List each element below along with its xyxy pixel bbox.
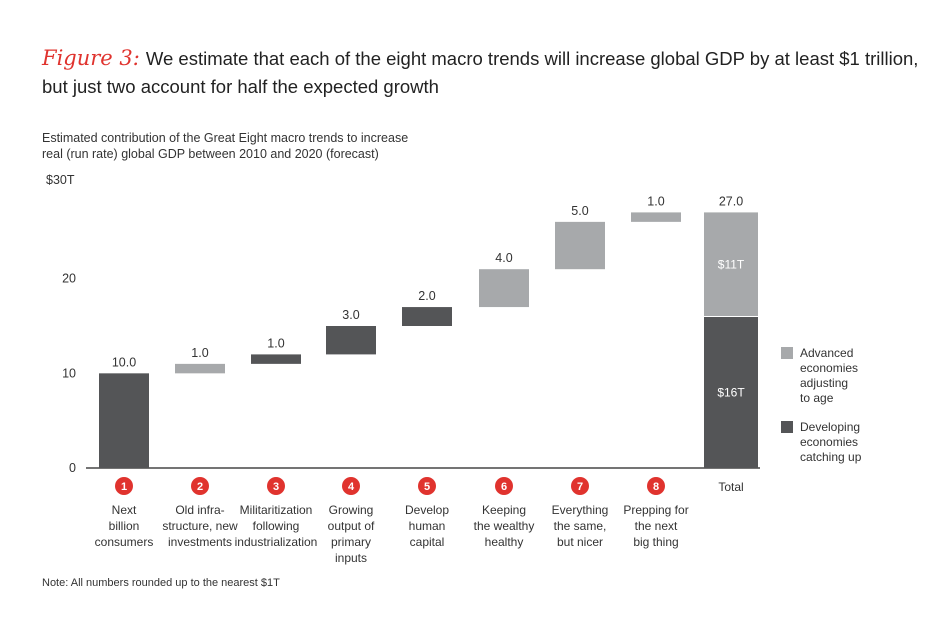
bar-2 (175, 363, 225, 374)
legend-label-advanced-line-3: adjusting (800, 376, 848, 390)
category-label-2-line-2: structure, new (162, 519, 238, 533)
badge-circle-7 (571, 477, 589, 495)
badge-number-1: 1 (121, 481, 127, 493)
bar-3 (251, 354, 301, 364)
bar-value-label-6: 4.0 (495, 251, 512, 265)
bar-value-label-7: 5.0 (571, 204, 588, 218)
legend-label-developing-line-2: economies (800, 435, 858, 449)
legend-label-advanced-line-2: economies (800, 361, 858, 375)
bar-5 (402, 307, 452, 326)
total-segment-developing (704, 316, 758, 468)
category-label-5-line-1: Develop (405, 503, 449, 517)
category-label-1-line-1: Next (112, 503, 137, 517)
figure-title-text: We estimate that each of the eight macro… (42, 48, 919, 97)
badge-number-2: 2 (197, 481, 203, 493)
category-label-7-line-2: the same, (554, 519, 607, 533)
chart-subtitle: Estimated contribution of the Great Eigh… (42, 130, 462, 162)
y-tick-label-0: 0 (69, 461, 76, 475)
y-tick-label-30: $30T (46, 173, 75, 187)
badge-number-7: 7 (577, 481, 583, 493)
bar-1 (99, 373, 149, 468)
category-label-2-line-1: Old infra- (175, 503, 224, 517)
category-label-8-line-1: Prepping for (623, 503, 688, 517)
y-tick-label-10: 10 (62, 366, 76, 380)
total-value-label: 27.0 (719, 194, 743, 208)
subtitle-line-1: Estimated contribution of the Great Eigh… (42, 131, 409, 145)
legend-swatch-developing (781, 421, 793, 433)
y-tick-label-20: 20 (62, 272, 76, 286)
bar-value-label-5: 2.0 (418, 289, 435, 303)
chart-note: Note: All numbers rounded up to the near… (42, 577, 280, 589)
category-label-8-line-2: the next (635, 519, 678, 533)
category-label-7-line-1: Everything (552, 503, 609, 517)
bar-value-label-2: 1.0 (191, 346, 208, 360)
category-label-2-line-3: investments (168, 535, 232, 549)
category-label-4-line-1: Growing (329, 503, 374, 517)
category-label-4-line-2: output of (328, 519, 375, 533)
category-label-6-line-2: the wealthy (474, 519, 535, 533)
category-label-4-line-4: inputs (335, 551, 367, 565)
bar-4 (326, 326, 376, 355)
badge-number-5: 5 (424, 481, 430, 493)
subtitle-line-2: real (run rate) global GDP between 2010 … (42, 147, 379, 161)
category-label-5-line-2: human (409, 519, 446, 533)
bar-value-label-3: 1.0 (267, 336, 284, 350)
category-label-4-line-3: primary (331, 535, 371, 549)
badge-circle-1 (115, 477, 133, 495)
badge-number-4: 4 (348, 481, 355, 493)
total-segment-label-advanced: $11T (718, 257, 745, 271)
badge-circle-4 (342, 477, 360, 495)
category-label-1-line-3: consumers (95, 535, 154, 549)
legend-label-advanced-line-4: to age (800, 391, 834, 405)
category-label-7-line-3: but nicer (557, 535, 603, 549)
bar-6 (479, 269, 529, 308)
figure-title: Figure 3: We estimate that each of the ei… (42, 44, 932, 101)
legend-label-advanced-line-1: Advanced (800, 346, 853, 360)
total-segment-label-developing: $16T (717, 385, 745, 399)
badge-circle-6 (495, 477, 513, 495)
badge-circle-2 (191, 477, 209, 495)
category-label-3-line-2: following (253, 519, 300, 533)
category-label-5-line-3: capital (410, 535, 445, 549)
category-label-6-line-3: healthy (485, 535, 524, 549)
bar-7 (555, 221, 605, 270)
legend-label-developing-line-3: catching up (800, 450, 862, 464)
category-label-3-line-1: Militaritization (240, 503, 313, 517)
badge-circle-8 (647, 477, 665, 495)
legend-swatch-advanced (781, 347, 793, 359)
badge-circle-5 (418, 477, 436, 495)
bar-value-label-4: 3.0 (342, 308, 359, 322)
badge-number-8: 8 (653, 481, 659, 493)
category-label-3-line-3: industrialization (235, 535, 318, 549)
category-label-8-line-3: big thing (633, 535, 678, 549)
total-category-label: Total (718, 480, 743, 494)
total-segment-advanced (704, 212, 758, 317)
badge-number-6: 6 (501, 481, 507, 493)
badge-circle-3 (267, 477, 285, 495)
badge-number-3: 3 (273, 481, 279, 493)
bar-value-label-1: 10.0 (112, 355, 136, 369)
legend-label-developing-line-1: Developing (800, 420, 860, 434)
category-label-1-line-2: billion (109, 519, 140, 533)
bar-value-label-8: 1.0 (647, 194, 664, 208)
category-label-6-line-1: Keeping (482, 503, 526, 517)
bar-8 (631, 212, 681, 222)
figure-label: Figure 3: (42, 46, 140, 70)
